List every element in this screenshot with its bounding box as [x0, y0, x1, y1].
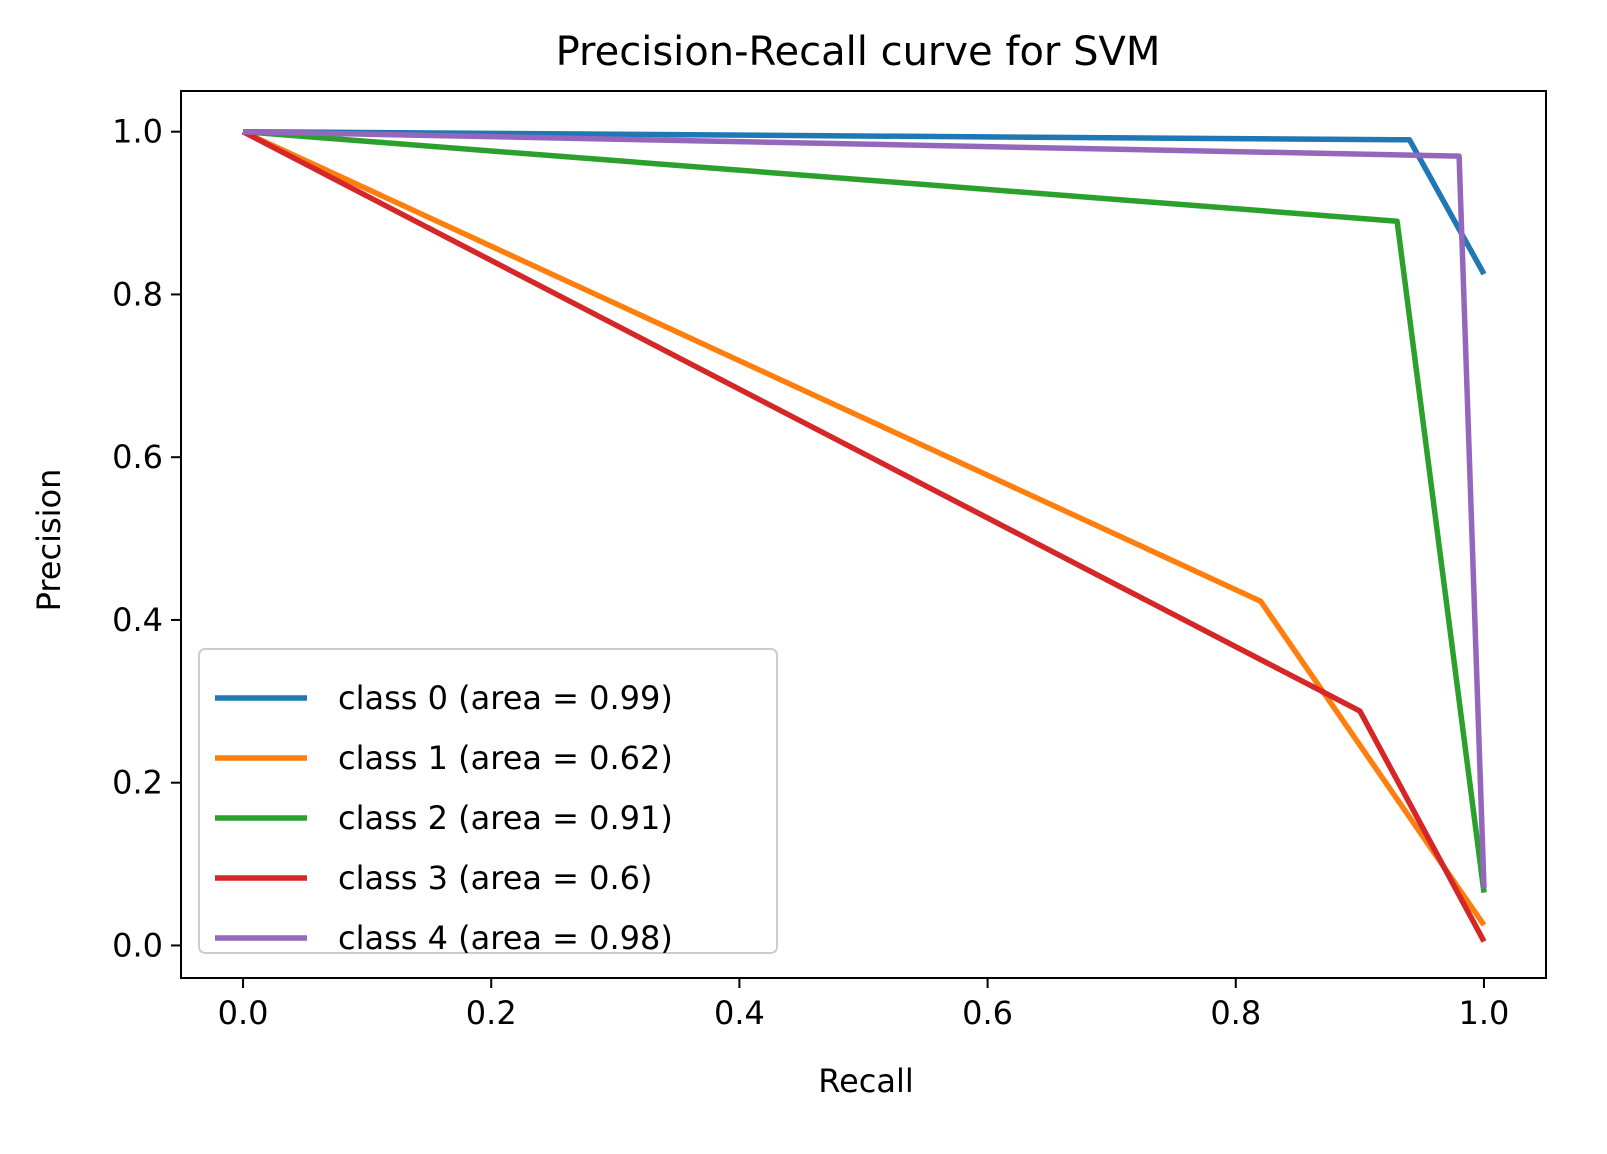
legend: class 0 (area = 0.99) class 1 (area = 0.6… [198, 648, 778, 957]
legend-label-class-3: class 3 (area = 0.6) [338, 859, 653, 897]
legend-box [198, 648, 778, 954]
x-tick-label: 0.2 [466, 994, 517, 1032]
x-axis-label: Recall [818, 1062, 913, 1100]
x-tick-label: 0.8 [1210, 994, 1261, 1032]
plot-area-frame [180, 90, 1547, 979]
y-axis-label: Precision [30, 469, 68, 612]
x-tick-label: 1.0 [1459, 994, 1510, 1032]
y-axis: 0.0 0.2 0.4 0.6 0.8 1.0 [112, 113, 181, 964]
chart-title: Precision-Recall curve for SVM [556, 29, 1161, 75]
legend-label-class-1: class 1 (area = 0.62) [338, 739, 673, 777]
x-tick-label: 0.6 [962, 994, 1013, 1032]
legend-label-class-0: class 0 (area = 0.99) [338, 679, 673, 717]
y-tick-label: 0.0 [112, 926, 163, 964]
y-tick-label: 0.8 [112, 275, 163, 313]
x-tick-label: 0.0 [218, 994, 269, 1032]
series-layer [241, 128, 1487, 943]
y-tick-label: 0.6 [112, 438, 163, 476]
legend-items: class 0 (area = 0.99) class 1 (area = 0.6… [215, 679, 673, 957]
series-line-class-2 [242, 128, 1487, 893]
series-line-class-4 [242, 128, 1487, 889]
y-tick-label: 1.0 [112, 113, 163, 151]
series-line-class-1 [241, 129, 1487, 927]
x-tick-label: 0.4 [714, 994, 765, 1032]
series-line-class-3 [241, 129, 1487, 943]
x-axis: 0.0 0.2 0.4 0.6 0.8 1.0 [218, 978, 1510, 1032]
legend-label-class-2: class 2 (area = 0.91) [338, 799, 673, 837]
y-tick-label: 0.4 [112, 601, 163, 639]
y-tick-label: 0.2 [112, 764, 163, 802]
legend-label-class-4: class 4 (area = 0.98) [338, 919, 673, 957]
